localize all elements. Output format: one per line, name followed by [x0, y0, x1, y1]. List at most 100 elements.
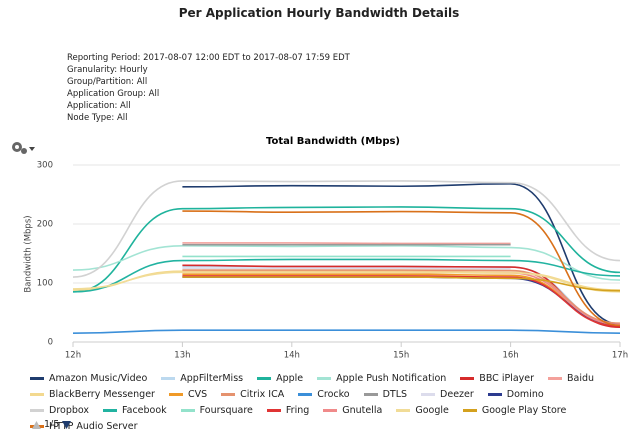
series-line	[72, 258, 621, 293]
legend-label: Foursquare	[199, 405, 253, 416]
info-line: Group/Partition: All	[67, 77, 148, 87]
legend-item[interactable]: DTLS	[363, 388, 408, 401]
legend-item[interactable]: Facebook	[103, 404, 167, 417]
legend-label: Crocko	[317, 389, 350, 400]
x-tick-label: 16h	[502, 351, 518, 361]
series-line	[72, 245, 621, 281]
legend-swatch	[363, 393, 378, 396]
legend-label: Deezer	[440, 389, 474, 400]
legend-label: DTLS	[382, 389, 408, 400]
legend-item[interactable]: BBC iPlayer	[460, 372, 534, 385]
legend-item[interactable]: Foursquare	[180, 404, 253, 417]
series-line	[182, 183, 621, 326]
pagination: 1/5	[32, 419, 72, 430]
legend-swatch	[298, 393, 313, 396]
series-line	[182, 273, 621, 327]
legend-label: Google	[415, 405, 449, 416]
legend-swatch	[396, 409, 411, 412]
x-tick-label: 15h	[393, 351, 409, 361]
legend-swatch	[30, 393, 44, 396]
series-line	[72, 180, 621, 278]
page-indicator: 1/5	[44, 419, 60, 430]
legend-label: Google Play Store	[481, 405, 567, 416]
legend-swatch	[460, 377, 475, 380]
legend-label: Facebook	[122, 405, 167, 416]
legend-item[interactable]: Apple Push Notification	[317, 372, 446, 385]
legend-item[interactable]: Domino	[487, 388, 544, 401]
legend-swatch	[161, 377, 176, 380]
legend-swatch	[487, 393, 502, 396]
legend-swatch	[317, 377, 332, 380]
legend-swatch	[221, 393, 236, 396]
x-tick-label: 14h	[284, 351, 300, 361]
legend-item[interactable]: Apple	[257, 372, 303, 385]
legend-label: Gnutella	[342, 405, 383, 416]
legend-swatch	[103, 409, 118, 412]
page-title: Per Application Hourly Bandwidth Details	[178, 6, 460, 20]
legend-swatch	[180, 409, 195, 412]
legend-label: Amazon Music/Video	[49, 373, 148, 384]
legend-item[interactable]: Amazon Music/Video	[30, 372, 147, 385]
legend-item[interactable]: Baidu	[548, 372, 594, 385]
legend-item[interactable]: Citrix ICA	[221, 388, 284, 401]
x-tick-label: 13h	[174, 351, 190, 361]
info-line: Granularity: Hourly	[67, 65, 148, 75]
legend-label: Domino	[506, 389, 544, 400]
series-line	[182, 210, 621, 327]
series-line	[182, 275, 621, 327]
legend-item[interactable]: AppFilterMiss	[161, 372, 243, 385]
y-tick-label: 200	[37, 220, 53, 230]
legend-swatch	[323, 409, 338, 412]
series-line	[182, 267, 511, 270]
y-axis-label: Bandwidth (Mbps)	[24, 215, 34, 292]
y-tick-label: 300	[37, 161, 53, 171]
legend-item[interactable]: Fring	[266, 404, 310, 417]
legend-label: Apple Push Notification	[336, 373, 447, 384]
legend-label: Baidu	[567, 373, 595, 384]
legend-swatch	[30, 409, 44, 412]
legend-label: BlackBerry Messenger	[49, 389, 155, 400]
legend-label: HTTP Audio Server	[49, 421, 138, 432]
y-tick-label: 100	[37, 279, 53, 289]
legend-item[interactable]: Deezer	[421, 388, 474, 401]
series-line	[182, 271, 621, 326]
info-line: Reporting Period: 2017-08-07 12:00 EDT t…	[67, 53, 350, 63]
legend-swatch	[30, 377, 44, 380]
legend-item[interactable]: Gnutella	[323, 404, 382, 417]
legend: Amazon Music/Video AppFilterMiss Apple Appl…	[30, 372, 630, 433]
info-line: Node Type: All	[67, 113, 128, 123]
legend-item[interactable]: Google Play Store	[462, 404, 567, 417]
legend-label: Apple	[276, 373, 304, 384]
legend-label: Dropbox	[49, 405, 90, 416]
legend-swatch	[168, 393, 183, 396]
options-button[interactable]	[12, 142, 35, 154]
legend-label: CVS	[187, 389, 208, 400]
legend-item[interactable]: Google	[396, 404, 449, 417]
legend-label: Citrix ICA	[240, 389, 285, 400]
legend-label: BBC iPlayer	[479, 373, 535, 384]
prev-page[interactable]	[32, 420, 41, 429]
series-line	[72, 329, 621, 334]
x-tick-label: 17h	[612, 351, 628, 361]
legend-swatch	[257, 377, 272, 380]
series-line	[182, 276, 621, 292]
legend-swatch	[462, 409, 477, 412]
legend-item[interactable]: BlackBerry Messenger	[30, 388, 155, 401]
info-line: Application Group: All	[67, 89, 160, 99]
legend-item[interactable]: Crocko	[298, 388, 350, 401]
legend-label: Fring	[285, 405, 310, 416]
x-tick-label: 12h	[65, 351, 81, 361]
chart-title: Total Bandwidth (Mbps)	[266, 136, 400, 147]
y-tick-label: 0	[48, 338, 53, 348]
legend-swatch	[548, 377, 563, 380]
next-page[interactable]	[62, 420, 72, 429]
report-info: Reporting Period: 2017-08-07 12:00 EDT t…	[67, 52, 350, 124]
legend-item[interactable]: Dropbox	[30, 404, 89, 417]
legend-swatch	[266, 409, 281, 412]
legend-item[interactable]: CVS	[168, 388, 208, 401]
legend-swatch	[421, 393, 436, 396]
info-line: Application: All	[67, 101, 131, 111]
series-line	[182, 242, 511, 245]
